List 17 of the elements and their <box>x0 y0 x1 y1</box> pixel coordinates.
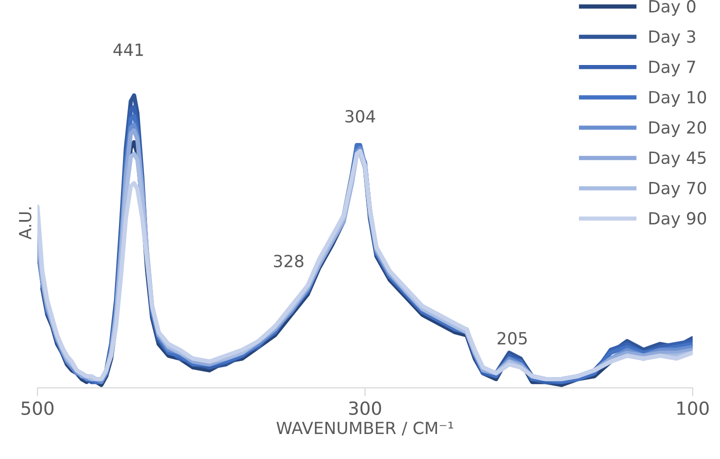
legend-label: Day 0 <box>649 0 696 16</box>
x-axis-title: WAVENUMBER / CM⁻¹ <box>276 422 454 436</box>
legend-label: Day 90 <box>649 212 706 228</box>
annotation: 328 <box>274 254 304 268</box>
legend-label: Day 7 <box>649 60 696 76</box>
legend-label: Day 3 <box>649 30 696 46</box>
x-tick-label: 100 <box>677 401 709 416</box>
x-tick-label: 300 <box>349 401 382 416</box>
legend-label: Day 20 <box>649 121 706 137</box>
annotation: 441 <box>113 44 143 56</box>
legend-label: Day 45 <box>649 152 706 168</box>
legend-label: Day 10 <box>649 90 706 107</box>
annotation: 205 <box>498 332 527 345</box>
y-axis-title: A.U. <box>19 207 32 240</box>
annotation: 304 <box>345 110 376 123</box>
legend-label: Day 70 <box>649 182 706 198</box>
x-tick-label: 500 <box>22 401 54 416</box>
